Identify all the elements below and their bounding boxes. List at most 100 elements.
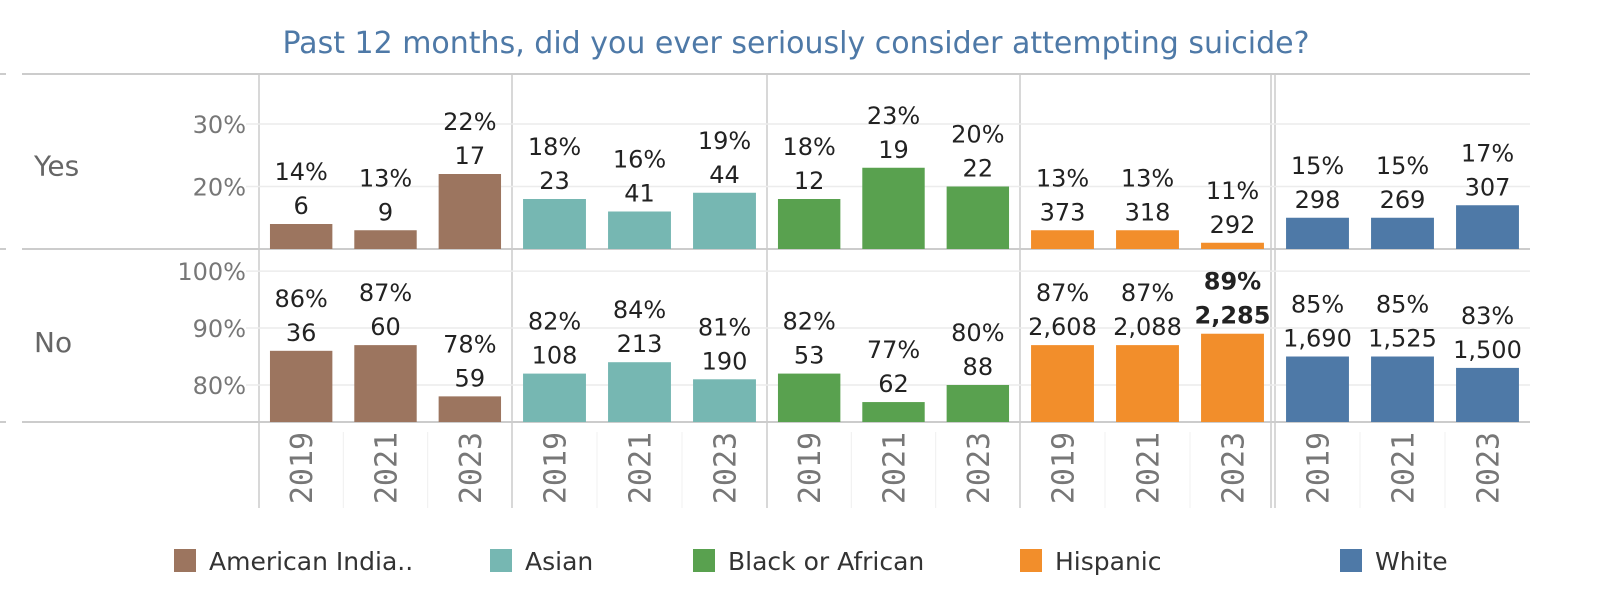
pct-label: 87%: [359, 279, 412, 307]
bar-no-2-2021: [862, 402, 925, 422]
bar-no-4-2019: [1286, 356, 1349, 422]
y-tick-label: 80%: [193, 372, 246, 400]
bar-yes-3-2023: [1201, 242, 1264, 249]
row-label-yes: Yes: [33, 150, 79, 183]
bar-no-2-2019: [777, 373, 841, 422]
count-label: 22: [963, 155, 994, 183]
pct-label: 17%: [1461, 139, 1514, 167]
x-tick-label: 2023: [454, 432, 489, 504]
pct-label: 84%: [613, 296, 666, 324]
count-label: 1,500: [1453, 336, 1522, 364]
bar-yes-4-2023: [1456, 205, 1519, 249]
count-label: 23: [539, 167, 570, 195]
bar-yes-1-2019: [523, 199, 586, 249]
bars: [269, 167, 1519, 422]
legend-swatch: [693, 549, 715, 572]
legend-label: American India..: [209, 547, 413, 576]
pct-label: 87%: [1036, 279, 1089, 307]
bar-yes-1-2021: [608, 211, 671, 249]
count-label: 292: [1210, 211, 1256, 239]
bar-yes-1-2023: [693, 192, 756, 249]
count-label: 269: [1380, 186, 1426, 214]
x-tick-label: 2021: [1132, 432, 1167, 504]
bar-yes-0-2019: [269, 224, 333, 249]
bar-no-0-2023: [438, 396, 502, 422]
legend: American India.. Asian Black or African His…: [174, 547, 1448, 576]
bar-no-1-2021: [608, 362, 671, 422]
count-label: 213: [617, 330, 663, 358]
count-label: 9: [378, 198, 393, 226]
legend-swatch: [1340, 549, 1362, 572]
pct-label: 13%: [1036, 164, 1089, 192]
bar-no-1-2023: [693, 379, 756, 422]
pct-label: 77%: [867, 336, 920, 364]
y-tick-label: 20%: [193, 174, 246, 202]
count-label: 62: [878, 370, 909, 398]
count-label: 2,088: [1113, 313, 1182, 341]
bar-yes-4-2019: [1286, 217, 1349, 249]
count-label: 2,285: [1195, 302, 1271, 330]
x-tick-label: 2019: [1047, 432, 1082, 504]
axes: Yes 20% 30% No 80% 90% 100% 2019 2021 2023 2019 202…: [33, 111, 1507, 504]
count-label: 318: [1125, 198, 1171, 226]
count-label: 36: [286, 319, 317, 347]
x-tick-label: 2021: [624, 432, 659, 504]
count-label: 44: [709, 161, 740, 189]
count-label: 60: [370, 313, 401, 341]
x-tick-label: 2019: [539, 432, 574, 504]
bar-no-2-2023: [946, 384, 1010, 422]
bar-yes-3-2019: [1031, 230, 1094, 249]
pct-label: 85%: [1291, 291, 1344, 319]
x-tick-label: 2019: [793, 432, 828, 504]
legend-item: Asian: [490, 547, 593, 576]
bar-no-3-2023: [1201, 333, 1264, 422]
bar-yes-2-2019: [777, 199, 841, 249]
bar-no-3-2021: [1116, 345, 1179, 422]
legend-item: White: [1340, 547, 1448, 576]
legend-label: Asian: [525, 547, 593, 576]
x-tick-label: 2021: [370, 432, 405, 504]
y-tick-label: 90%: [193, 315, 246, 343]
bar-yes-3-2021: [1116, 230, 1179, 249]
bar-no-0-2019: [269, 350, 333, 422]
legend-label: White: [1375, 547, 1448, 576]
pct-label: 13%: [1121, 164, 1174, 192]
pct-label: 14%: [274, 158, 327, 186]
x-tick-label: 2023: [1217, 432, 1252, 504]
count-label: 307: [1465, 173, 1511, 201]
pct-label: 20%: [951, 121, 1004, 149]
x-tick-label: 2019: [1302, 432, 1337, 504]
legend-label: Hispanic: [1055, 547, 1162, 576]
legend-item: Black or African: [693, 547, 924, 576]
x-tick-label: 2021: [878, 432, 913, 504]
legend-swatch: [174, 549, 196, 572]
count-label: 1,525: [1368, 325, 1437, 353]
bar-yes-2-2021: [862, 167, 925, 249]
pct-label: 80%: [951, 319, 1004, 347]
pct-label: 13%: [359, 164, 412, 192]
count-label: 108: [532, 342, 578, 370]
count-label: 1,690: [1283, 325, 1352, 353]
pct-label: 15%: [1376, 152, 1429, 180]
count-label: 88: [963, 353, 994, 381]
chart-title: Past 12 months, did you ever seriously c…: [282, 26, 1309, 61]
pct-label: 16%: [613, 146, 666, 174]
x-tick-label: 2023: [962, 432, 997, 504]
x-tick-label: 2023: [1472, 432, 1507, 504]
bar-yes-0-2021: [354, 230, 417, 249]
legend-item: Hispanic: [1020, 547, 1162, 576]
count-label: 53: [794, 342, 825, 370]
count-label: 2,608: [1028, 313, 1097, 341]
pct-label: 89%: [1204, 268, 1261, 296]
bar-yes-4-2021: [1371, 217, 1434, 249]
pct-label: 18%: [528, 133, 581, 161]
pct-label: 19%: [698, 127, 751, 155]
legend-swatch: [1020, 549, 1042, 572]
y-tick-label: 30%: [193, 111, 246, 139]
count-label: 12: [794, 167, 825, 195]
pct-label: 18%: [782, 133, 835, 161]
legend-label: Black or African: [728, 547, 924, 576]
pct-label: 11%: [1206, 177, 1259, 205]
bar-no-0-2021: [354, 345, 417, 422]
